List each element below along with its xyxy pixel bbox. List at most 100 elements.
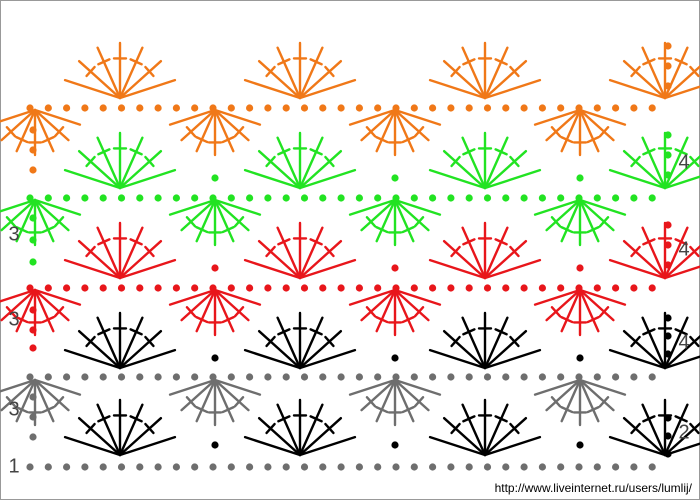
stitch-bar xyxy=(129,328,143,336)
stitch xyxy=(213,108,262,126)
center-dot xyxy=(576,441,584,449)
stitch-bar xyxy=(97,58,111,66)
side-dot xyxy=(664,332,672,340)
stitch xyxy=(63,258,122,280)
stitch-fan xyxy=(533,198,627,247)
stitch xyxy=(578,288,600,333)
stitch xyxy=(213,108,235,153)
stitch-bar xyxy=(550,126,562,138)
stitch xyxy=(663,175,700,190)
stitch xyxy=(533,108,582,126)
stitch-bar xyxy=(129,415,143,423)
chain-dot xyxy=(264,104,272,112)
stitch xyxy=(578,198,600,243)
chain-dot xyxy=(612,194,620,202)
stitch xyxy=(608,168,667,190)
row-label: 3 xyxy=(8,308,19,330)
stitch xyxy=(663,85,700,100)
chain-dot xyxy=(26,284,34,292)
stitch-bar xyxy=(221,135,235,144)
stitch xyxy=(243,78,302,100)
stitch xyxy=(578,108,615,142)
stitch-bar xyxy=(401,225,415,234)
stitch xyxy=(276,136,302,190)
chain-dot xyxy=(63,463,71,471)
stitch xyxy=(578,288,627,306)
chain-dot xyxy=(520,463,528,471)
stitch-bar xyxy=(15,315,29,324)
side-dot xyxy=(29,433,37,441)
chain-dot xyxy=(429,284,437,292)
stitch xyxy=(213,288,250,322)
stitch-bar xyxy=(630,155,641,168)
stitch xyxy=(578,198,615,232)
stitch-fan xyxy=(348,288,442,337)
stitch-fan xyxy=(243,221,357,280)
stitch xyxy=(96,46,122,100)
chain-dot xyxy=(557,373,565,381)
stitch-bar xyxy=(277,415,291,423)
chain-dot xyxy=(63,284,71,292)
stitch-bar xyxy=(550,216,562,228)
stitch-bar xyxy=(144,245,155,258)
chain-dot xyxy=(575,104,583,112)
stitch xyxy=(213,288,235,333)
stitch xyxy=(33,288,82,306)
chain-dot xyxy=(191,194,199,202)
chain-dot xyxy=(63,104,71,112)
chain-dot xyxy=(63,194,71,202)
stitch xyxy=(622,416,667,457)
stitch xyxy=(118,239,163,280)
stitch-bar xyxy=(494,148,508,156)
stitch-fan xyxy=(168,378,262,427)
stitch xyxy=(33,108,82,126)
chain-dot xyxy=(227,284,235,292)
stitch xyxy=(578,288,615,322)
chain-dot xyxy=(300,373,309,381)
stitch-bar xyxy=(494,58,508,66)
chain-dot xyxy=(172,284,180,292)
stitch-bar xyxy=(586,405,600,414)
center-dot xyxy=(211,441,219,449)
chain-dot xyxy=(300,284,309,292)
stitch xyxy=(118,78,177,100)
chain-dot xyxy=(410,194,418,202)
stitch xyxy=(0,378,37,393)
chain-dot xyxy=(81,284,89,292)
side-dot xyxy=(664,314,672,322)
stitch-fan xyxy=(608,398,700,457)
stitch-bar xyxy=(277,58,291,66)
stitch-bar xyxy=(195,135,209,144)
stitch xyxy=(483,239,528,280)
stitch xyxy=(578,108,627,126)
chain-dot xyxy=(502,104,510,112)
stitch-bar xyxy=(630,65,641,78)
stitch xyxy=(428,348,487,370)
chain-dot xyxy=(648,104,656,112)
stitch-bar xyxy=(450,422,461,435)
row-label: 3 xyxy=(8,223,19,245)
footer-url: http://www.liveinternet.ru/users/lumlij/ xyxy=(495,481,693,495)
stitch xyxy=(118,403,144,457)
chain-dot xyxy=(483,284,492,292)
stitch-bar xyxy=(494,328,508,336)
chain-dot xyxy=(136,373,144,381)
stitch-fan xyxy=(428,311,542,370)
stitch-bar xyxy=(450,245,461,258)
stitch-bar xyxy=(144,155,155,168)
chain-dot xyxy=(593,104,601,112)
stitch xyxy=(360,108,397,142)
stitch xyxy=(608,258,667,280)
stitch xyxy=(118,258,177,280)
stitch-bar xyxy=(586,225,600,234)
chain-dot xyxy=(392,284,400,292)
stitch-bar xyxy=(324,245,335,258)
stitch xyxy=(663,64,700,100)
chain-dot xyxy=(26,373,34,381)
stitch-bar xyxy=(97,238,111,246)
stitch xyxy=(168,288,217,306)
stitch-bar xyxy=(15,135,29,144)
stitch xyxy=(483,226,509,280)
stitch-bar xyxy=(144,65,155,78)
stitch-bar xyxy=(509,335,520,348)
